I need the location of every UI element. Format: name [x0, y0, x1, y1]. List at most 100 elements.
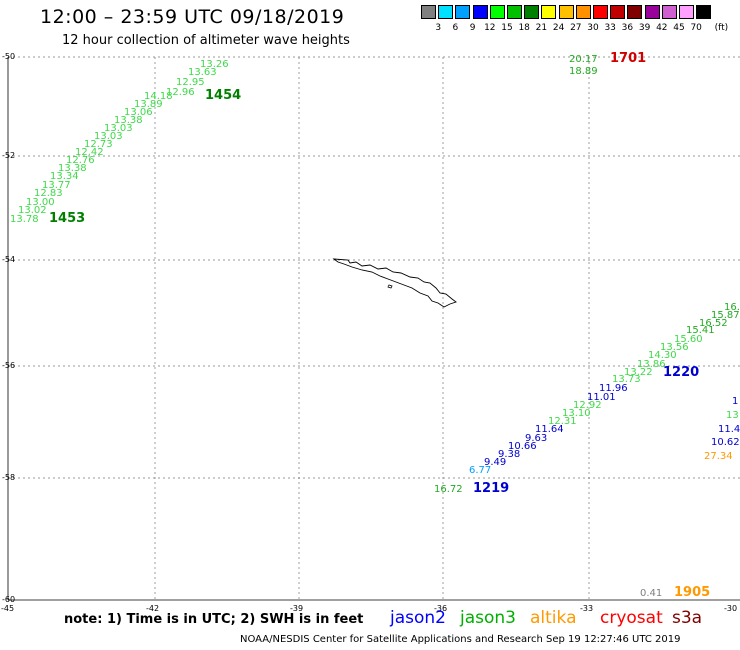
swh-label: 13.34	[50, 171, 79, 182]
swh-label: 9.63	[525, 433, 547, 444]
map-subtitle: 12 hour collection of altimeter wave hei…	[62, 33, 350, 48]
satellite-jason2: jason2	[390, 608, 446, 628]
island-outline	[332, 258, 457, 308]
swh-label: 12.83	[34, 188, 63, 199]
swh-label: 11.01	[587, 392, 616, 403]
lat-label-50: -50	[2, 52, 15, 61]
swh-label: 13.89	[134, 99, 163, 110]
swh-label: 12.42	[75, 147, 104, 158]
swh-label: 12.96	[166, 87, 195, 98]
swh-label: 16.52	[699, 318, 728, 329]
legend-unit: (ft)	[714, 23, 729, 33]
swh-label: 13	[726, 410, 739, 421]
lat-label-60: -60	[2, 595, 15, 604]
pass-id: 1453	[49, 211, 85, 226]
swh-label: 13.38	[114, 115, 143, 126]
swh-label: 0.41	[640, 588, 662, 599]
legend-swatch	[421, 5, 436, 19]
lat-label-52: -52	[2, 151, 15, 160]
legend-tick-label: 70	[690, 23, 702, 33]
legend-tick-label: 27	[570, 23, 582, 33]
legend-swatch	[558, 5, 574, 19]
legend-tick-label: 30	[587, 23, 599, 33]
swh-label: 12.76	[66, 155, 95, 166]
swh-label: 15.60	[674, 334, 703, 345]
swh-label: 9.38	[498, 449, 520, 460]
legend-swatch	[438, 5, 454, 19]
swh-label: 13.02	[18, 205, 47, 216]
swh-label: 20.17	[569, 54, 598, 65]
swh-label: 13.86	[637, 359, 666, 370]
pass-id: 1219	[473, 481, 509, 496]
legend-swatch	[507, 5, 522, 19]
swh-label: 12.92	[573, 400, 602, 411]
swh-label: 13.03	[94, 131, 123, 142]
swh-label: 13.03	[104, 123, 133, 134]
satellite-cryosat: cryosat	[600, 608, 663, 628]
lon-label-39: -39	[290, 604, 303, 613]
swh-label: 27.34	[704, 451, 733, 462]
pass-id: 1220	[663, 365, 699, 380]
legend-swatch	[610, 5, 626, 19]
lon-label-45: -45	[1, 604, 14, 613]
legend-tick-label: 9	[469, 23, 476, 33]
legend-tick-label: 12	[484, 23, 496, 33]
swh-label: 9.49	[484, 457, 506, 468]
legend-tick-label: 3	[435, 23, 442, 33]
swh-label: 16.72	[434, 484, 463, 495]
legend-swatch	[472, 5, 488, 19]
legend-swatch	[575, 5, 591, 19]
legend-swatch	[696, 5, 712, 19]
satellite-s3a: s3a	[672, 608, 703, 628]
legend-tick-label: 45	[673, 23, 685, 33]
legend-tick-label: 33	[604, 23, 616, 33]
swh-label: 10.66	[508, 441, 537, 452]
swh-label: 10.62	[711, 437, 740, 448]
swh-label: 1	[732, 396, 738, 407]
swh-label: 14.18	[144, 91, 173, 102]
swh-label: 12.73	[84, 139, 113, 150]
swh-label: 11.96	[599, 383, 628, 394]
legend-swatch	[644, 5, 660, 19]
legend-swatch	[661, 5, 677, 19]
legend-swatch	[541, 5, 557, 19]
legend-tick-label: 24	[552, 23, 565, 33]
graticule	[8, 56, 740, 600]
legend-swatch	[524, 5, 540, 19]
swh-label: 11.64	[535, 424, 564, 435]
map-frame	[7, 57, 740, 601]
note-text: note: 1) Time is in UTC; 2) SWH is in fe…	[64, 612, 364, 627]
satellite-jason3: jason3	[460, 608, 516, 628]
legend-tick-label: 42	[656, 23, 668, 33]
legend-tick-label: 15	[501, 23, 513, 33]
swh-label: 11.4	[718, 424, 740, 435]
lat-label-54: -54	[2, 255, 15, 264]
swh-label: 13.78	[10, 214, 39, 225]
swh-label: 13.63	[188, 67, 217, 78]
swh-label: 12.95	[176, 77, 205, 88]
lat-label-56: -56	[2, 361, 15, 370]
legend-tick-label: 36	[621, 23, 634, 33]
swh-label: 14.30	[648, 350, 677, 361]
swh-label: 12.31	[548, 416, 577, 427]
legend-tick-label: 18	[518, 23, 530, 33]
legend-tick-label: 39	[638, 23, 651, 33]
satellite-altika: altika	[530, 608, 577, 628]
lon-label-30: -30	[724, 604, 737, 613]
island-islet	[387, 284, 393, 289]
legend-tick-label: 21	[535, 23, 548, 33]
swh-label: 13.38	[58, 163, 87, 174]
legend-swatch	[455, 5, 471, 19]
legend-swatch	[489, 5, 505, 19]
pass-id: 1454	[205, 88, 241, 103]
swh-label: 16.4	[724, 302, 740, 313]
pass-id: 1905	[674, 585, 710, 600]
footer-credit: NOAA/NESDIS Center for Satellite Applica…	[240, 634, 681, 645]
legend-swatch	[593, 5, 608, 19]
swh-label: 13.77	[42, 180, 71, 191]
lon-label-36: -36	[434, 604, 447, 613]
legend-swatch	[627, 5, 643, 19]
swh-label: 13.26	[200, 59, 229, 70]
swh-label: 18.89	[569, 66, 598, 77]
